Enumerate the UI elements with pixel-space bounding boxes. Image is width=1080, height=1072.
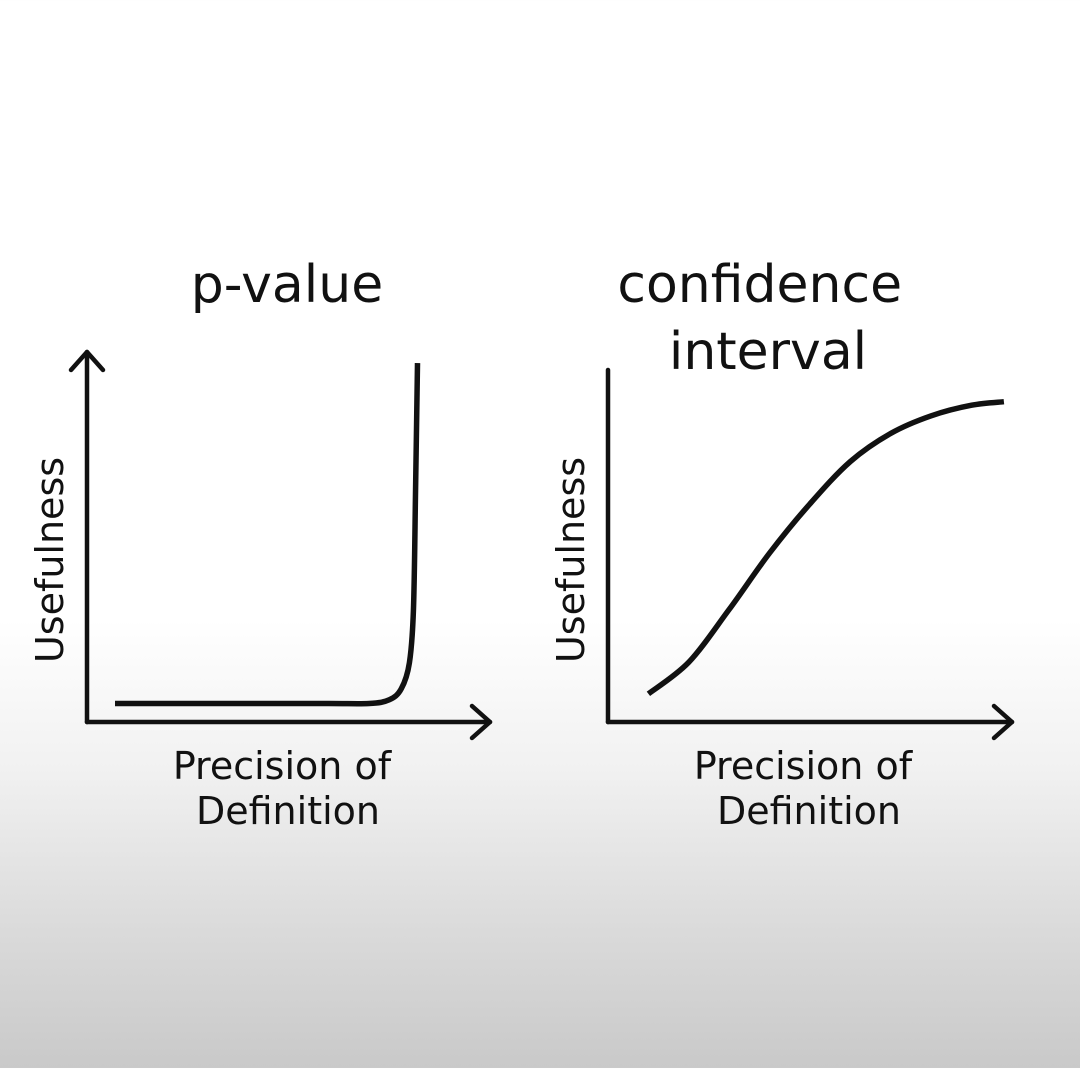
chart-confidence-interval: confidence interval Usefulness Precision… <box>549 255 1015 833</box>
series-line <box>115 363 421 707</box>
x-axis-arrowhead <box>991 703 1015 741</box>
chart-p-value: p-value Usefulness Precision of Definiti… <box>28 255 493 833</box>
y-axis-label: Usefulness <box>28 457 72 663</box>
x-axis-label: Precision of Definition <box>694 744 924 833</box>
chart-title-line: interval <box>669 322 867 382</box>
x-axis-label: Precision of Definition <box>173 744 403 833</box>
x-axis-label-line: Definition <box>196 789 380 833</box>
series-line <box>646 398 1005 697</box>
x-axis-label-line: Precision of <box>694 744 914 788</box>
chart-title: confidence interval <box>617 255 918 382</box>
chart-title: p-value <box>191 255 383 315</box>
chart-title-line: confidence <box>617 255 902 315</box>
y-axis-label: Usefulness <box>549 457 593 663</box>
y-axis-arrowhead <box>68 349 106 373</box>
x-axis-arrowhead <box>469 703 493 741</box>
x-axis-label-line: Definition <box>717 789 901 833</box>
x-axis-label-line: Precision of <box>173 744 393 788</box>
